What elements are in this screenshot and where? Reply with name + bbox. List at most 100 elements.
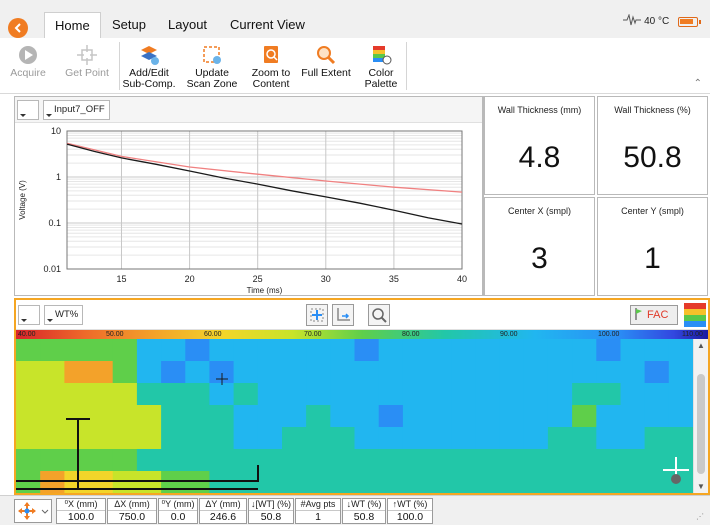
stat-value: 4.8: [518, 141, 561, 174]
tab-current-view[interactable]: Current View: [230, 17, 305, 32]
heatmap-cell: [64, 405, 90, 428]
status-field-value: 0.0: [170, 511, 186, 523]
vertical-scrollbar[interactable]: ▲ ▼: [693, 339, 708, 493]
get-point-button[interactable]: Get Point: [58, 44, 116, 79]
heatmap-cell: [282, 449, 307, 472]
heatmap-cell: [330, 449, 355, 472]
scroll-thumb[interactable]: [697, 374, 705, 474]
heatmap-cell: [547, 361, 573, 384]
colorbar-tick: 110.00: [682, 331, 703, 338]
heatmap-cell: [620, 361, 646, 384]
heatmap-cell: [475, 339, 501, 362]
heatmap-cell: [644, 405, 670, 428]
palette-swatch-icon[interactable]: [684, 303, 706, 327]
heatmap-cell: [257, 427, 283, 450]
status-field: ⁰Y (mm) 0.0: [158, 498, 198, 524]
update-scan-zone-button[interactable]: Update Scan Zone: [182, 44, 242, 90]
zoom-tool-button[interactable]: [368, 304, 390, 326]
stat-value: 1: [644, 242, 661, 275]
heatmap-cell: [620, 427, 646, 450]
tab-layout[interactable]: Layout: [168, 17, 208, 32]
heatmap-cell: [330, 383, 355, 406]
cursor-tool-button[interactable]: [306, 304, 328, 326]
y-tick-label: 10: [51, 126, 61, 136]
heatmap-cell: [475, 427, 501, 450]
heatmap-cell: [572, 449, 597, 472]
heatmap-cell: [427, 427, 452, 450]
scan-menu-dropdown[interactable]: [18, 305, 40, 325]
heatmap-cell: [257, 339, 283, 362]
tab-home[interactable]: Home: [44, 12, 101, 39]
heatmap-cell: [354, 339, 380, 362]
scroll-up-icon[interactable]: ▲: [697, 341, 705, 350]
heatmap-cell: [451, 361, 476, 384]
heatmap-cell: [427, 449, 452, 472]
heatmap-cell: [88, 339, 114, 362]
y-tick-label: 0.1: [48, 218, 61, 228]
status-field-label: ⁰Y (mm): [159, 499, 197, 511]
chart-menu-dropdown[interactable]: [17, 100, 39, 120]
heatmap-cell: [644, 427, 670, 450]
zoom-to-content-button[interactable]: Zoom to Content: [246, 44, 296, 90]
heatmap-cell: [209, 449, 235, 472]
scroll-down-icon[interactable]: ▼: [697, 482, 705, 491]
ribbon-separator: [119, 42, 120, 90]
status-field-label: ⁰X (mm): [57, 499, 105, 511]
status-field: ⁰X (mm) 100.0: [56, 498, 106, 524]
heatmap-cell: [354, 383, 380, 406]
series-line-1: [66, 142, 463, 193]
heatmap-cell: [354, 361, 380, 384]
color-palette-button[interactable]: Color Palette: [358, 44, 404, 90]
heatmap-cell: [185, 427, 210, 450]
heatmap-cell: [233, 427, 259, 450]
cursor-crosshair: [216, 373, 228, 385]
heatmap-cell: [499, 339, 525, 362]
app-menu-button[interactable]: [8, 18, 28, 38]
heatmap-cell: [596, 361, 621, 384]
collapse-ribbon-icon[interactable]: ⌃: [693, 78, 702, 89]
voltage-time-chart[interactable]: 15 20 25 30 35 40 10 1 0.1 0.01 Time (ms) Voltage (…: [15, 123, 482, 295]
fac-button[interactable]: FAC: [630, 305, 678, 325]
heatmap-cell: [402, 427, 428, 450]
cscan-heatmap[interactable]: [16, 339, 693, 493]
heatmap-cell: [16, 427, 41, 450]
channel-dropdown[interactable]: Input7_OFF: [43, 100, 110, 120]
x-tick-label: 25: [253, 274, 263, 284]
move-cursor-control[interactable]: [14, 499, 52, 523]
x-tick-label: 15: [116, 274, 126, 284]
heatmap-cell: [185, 449, 210, 472]
heatmap-cell: [354, 471, 380, 493]
heatmap-cell: [233, 339, 259, 362]
heatmap-cell: [282, 471, 307, 493]
heatmap-cell: [620, 405, 646, 428]
heatmap-cell: [644, 339, 670, 362]
status-field: #Avg pts 1: [295, 498, 341, 524]
heatmap-cell: [572, 471, 597, 493]
fac-label: FAC: [647, 309, 669, 321]
full-extent-button[interactable]: Full Extent: [300, 44, 352, 79]
heatmap-cell: [209, 361, 235, 384]
tab-setup[interactable]: Setup: [112, 17, 146, 32]
layer-dropdown[interactable]: WT%: [44, 305, 84, 325]
heatmap-cell: [596, 427, 621, 450]
heatmap-cell: [88, 383, 114, 406]
heatmap-cell: [572, 361, 597, 384]
heatmap-cell: [668, 383, 693, 406]
heatmap-cell: [378, 449, 404, 472]
heatmap-cell: [620, 449, 646, 472]
heatmap-cell: [596, 405, 621, 428]
heatmap-cell: [185, 405, 210, 428]
status-field: ΔX (mm) 750.0: [107, 498, 157, 524]
heatmap-cell: [451, 383, 476, 406]
heatmap-cell: [499, 361, 525, 384]
acquire-button[interactable]: Acquire: [4, 44, 52, 79]
add-edit-subcomp-button[interactable]: Add/Edit Sub-Comp.: [120, 44, 178, 90]
axis-tool-button[interactable]: [332, 304, 354, 326]
heatmap-cell: [644, 383, 670, 406]
get-point-label: Get Point: [65, 67, 109, 79]
status-field-value: 100.0: [67, 511, 95, 523]
magnifier-icon: [315, 44, 337, 66]
pan-handle-icon[interactable]: [671, 474, 681, 484]
heatmap-cell: [499, 449, 525, 472]
heatmap-cell: [572, 427, 597, 450]
